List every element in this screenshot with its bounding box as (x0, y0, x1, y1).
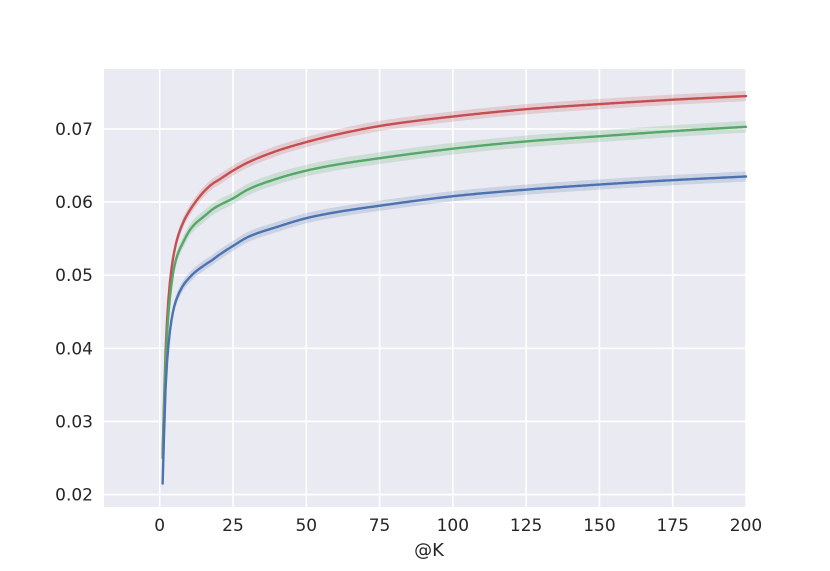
x-tick-label: 150 (583, 516, 615, 536)
x-tick-label: 200 (730, 516, 762, 536)
x-axis-label: @K (414, 540, 445, 561)
y-tick-label: 0.03 (55, 412, 93, 432)
y-tick-label: 0.04 (55, 339, 93, 359)
x-axis-ticks: 0 25 50 75 100 125 150 175 200 (154, 516, 762, 536)
y-tick-label: 0.07 (55, 120, 93, 140)
series-line-1 (161, 125, 748, 460)
y-tick-label: 0.02 (55, 486, 93, 506)
series-line-2 (161, 175, 748, 485)
x-tick-label: 125 (510, 516, 542, 536)
plot-area (104, 69, 746, 507)
x-tick-label: 50 (295, 516, 317, 536)
x-tick-label: 75 (369, 516, 391, 536)
y-axis-ticks: 0.02 0.03 0.04 0.05 0.06 0.07 (55, 120, 93, 506)
series-line-0 (161, 94, 748, 456)
x-tick-label: 100 (437, 516, 469, 536)
y-tick-label: 0.05 (55, 266, 93, 286)
y-tick-label: 0.06 (55, 193, 93, 213)
series-lines (161, 94, 748, 485)
x-tick-label: 175 (656, 516, 688, 536)
x-tick-label: 25 (222, 516, 244, 536)
x-tick-label: 0 (154, 516, 165, 536)
